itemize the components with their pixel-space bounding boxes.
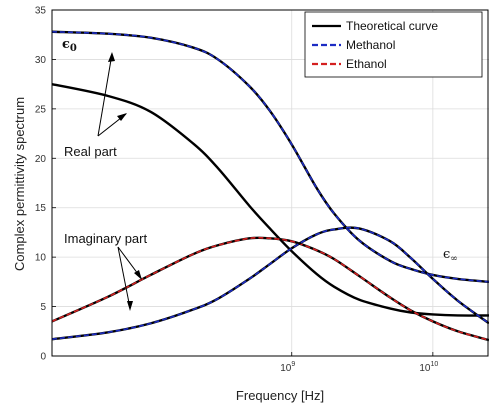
y-tick-label: 15 xyxy=(35,203,47,214)
series-line-methanol xyxy=(51,226,489,340)
epsilon-infinity-label: ϵ∞ xyxy=(443,247,458,264)
real-part-arrowhead-upper xyxy=(108,52,115,62)
real-part-label: Real part xyxy=(64,144,117,159)
annotations: ϵ0 ϵ∞ Real part Imaginary part xyxy=(62,37,458,311)
y-axis-label: Complex permittivity spectrum xyxy=(12,97,27,271)
x-tick-label: 1010 xyxy=(419,361,438,374)
tick-labels: 0 5 10 15 20 25 30 35 109 1010 xyxy=(35,6,439,375)
epsilon-infinity-subscript: ∞ xyxy=(450,254,458,264)
legend-label-theoretical: Theoretical curve xyxy=(346,19,438,33)
epsilon-zero-symbol: ϵ xyxy=(62,37,70,52)
series-line-theoretical-curve xyxy=(51,236,489,342)
x-axis-label: Frequency [Hz] xyxy=(236,388,324,403)
y-tick-label: 25 xyxy=(35,104,47,115)
imaginary-part-arrowhead-right xyxy=(134,270,142,280)
y-tick-label: 0 xyxy=(40,352,46,363)
imaginary-part-arrow-down xyxy=(117,246,131,309)
y-tick-label: 20 xyxy=(35,154,47,165)
x-tick-label: 109 xyxy=(280,361,295,374)
series-line-methanol xyxy=(51,30,489,283)
epsilon-zero-label: ϵ0 xyxy=(62,37,77,54)
legend-label-ethanol: Ethanol xyxy=(346,57,387,71)
y-tick-label: 35 xyxy=(35,6,47,17)
series-line-ethanol xyxy=(51,236,489,341)
legend: Theoretical curve Methanol Ethanol xyxy=(304,11,483,78)
curves xyxy=(51,30,489,342)
real-part-arrowhead-lower xyxy=(117,113,127,121)
epsilon-infinity-symbol: ϵ xyxy=(443,247,450,262)
imaginary-part-arrowhead-down xyxy=(127,301,133,311)
y-tick-label: 5 xyxy=(40,302,46,313)
plot-area-frame xyxy=(51,9,489,357)
real-part-arrow-upper xyxy=(97,53,113,137)
y-tick-label: 30 xyxy=(35,55,47,66)
y-tick-label: 10 xyxy=(35,253,47,264)
legend-label-methanol: Methanol xyxy=(346,38,395,52)
series-line-theoretical-curve xyxy=(51,82,489,317)
epsilon-zero-subscript: 0 xyxy=(70,43,77,54)
imaginary-part-label: Imaginary part xyxy=(64,231,147,246)
grid-lines xyxy=(52,10,489,356)
